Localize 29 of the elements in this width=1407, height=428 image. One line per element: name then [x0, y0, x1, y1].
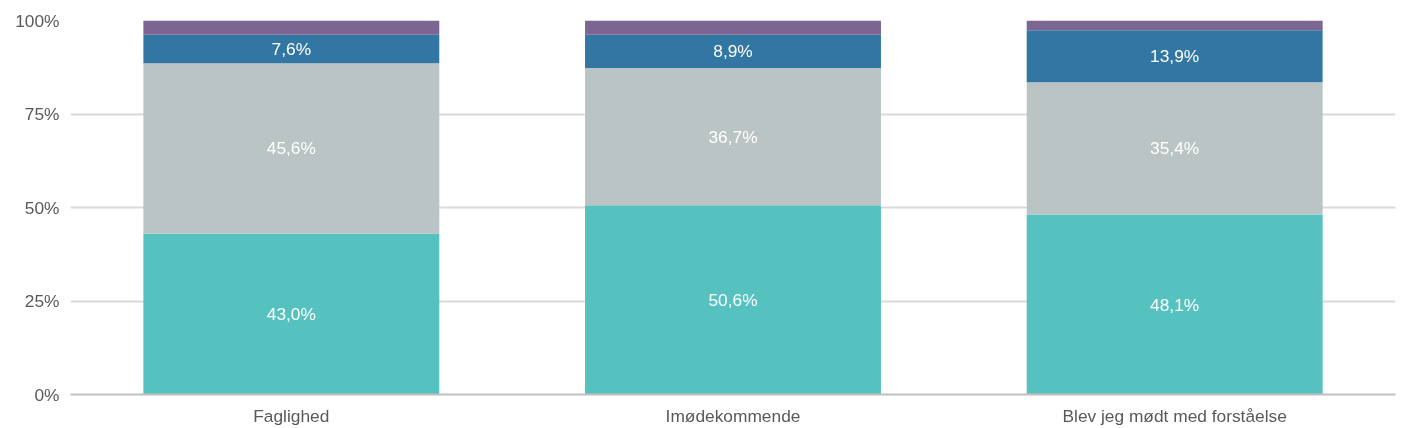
bar — [585, 205, 881, 395]
bar — [143, 63, 440, 234]
data-label: 50,6% — [708, 289, 758, 310]
y-tick-label: 0% — [34, 384, 60, 405]
data-label: 36,7% — [708, 126, 758, 147]
data-label: 13,9% — [1150, 46, 1200, 67]
data-label: 7,6% — [271, 38, 312, 59]
bar — [585, 20, 881, 35]
y-tick-label: 100% — [15, 10, 60, 31]
bar — [143, 34, 440, 64]
bar — [143, 20, 440, 35]
y-tick-label: 75% — [24, 104, 60, 124]
bar — [1026, 20, 1323, 31]
y-tick-label: 25% — [24, 291, 60, 311]
data-label: 48,1% — [1150, 294, 1200, 315]
bar — [1026, 30, 1323, 83]
bar — [143, 233, 440, 395]
data-label: 8,9% — [713, 41, 753, 62]
data-label: 35,4% — [1150, 138, 1200, 159]
data-label: 43,0% — [266, 304, 316, 325]
bar — [1026, 214, 1323, 395]
x-tick-label: Faglighed — [253, 405, 330, 426]
bar — [1026, 82, 1323, 215]
data-label: 45,6% — [266, 138, 316, 159]
x-tick-label: Blev jeg mødt med forståelse — [1062, 405, 1287, 426]
bar — [585, 68, 881, 206]
x-tick-label: Imødekommende — [665, 405, 801, 426]
bar — [585, 34, 881, 68]
y-tick-label: 50% — [24, 197, 60, 218]
